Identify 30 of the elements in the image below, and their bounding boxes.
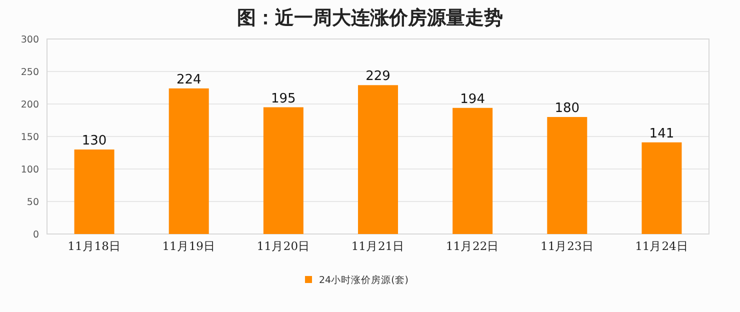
bar <box>263 107 304 234</box>
x-tick-label: 11月20日 <box>256 239 310 253</box>
bar <box>642 142 682 234</box>
y-tick-label: 50 <box>26 197 39 208</box>
chart-title: 图：近一周大连涨价房源量走势 <box>237 7 503 29</box>
y-tick-label: 200 <box>20 100 39 110</box>
data-label: 224 <box>176 72 202 88</box>
data-label: 194 <box>460 92 485 107</box>
x-tick-label: 11月19日 <box>162 239 216 253</box>
data-label: 130 <box>82 134 107 148</box>
data-label: 229 <box>366 69 390 84</box>
bar <box>452 108 493 234</box>
x-tick-label: 11月23日 <box>540 239 594 253</box>
bar <box>168 88 209 234</box>
y-tick-label: 100 <box>20 164 39 176</box>
y-tick-label: 250 <box>20 67 39 78</box>
data-label: 141 <box>649 126 674 142</box>
x-tick-label: 11月21日 <box>351 239 405 253</box>
bar <box>358 85 398 234</box>
y-tick-label: 150 <box>20 132 39 143</box>
data-label: 195 <box>271 91 296 106</box>
legend-label: 24小时涨价房源(套) <box>319 274 409 286</box>
x-tick-label: 11月18日 <box>68 239 121 253</box>
data-label: 180 <box>554 101 580 116</box>
x-tick-label: 11月22日 <box>446 239 500 253</box>
bar <box>547 117 588 234</box>
x-tick-label: 11月24日 <box>635 239 688 253</box>
y-tick-label: 300 <box>20 34 39 46</box>
bar <box>74 150 114 234</box>
y-tick-label: 0 <box>32 230 39 240</box>
